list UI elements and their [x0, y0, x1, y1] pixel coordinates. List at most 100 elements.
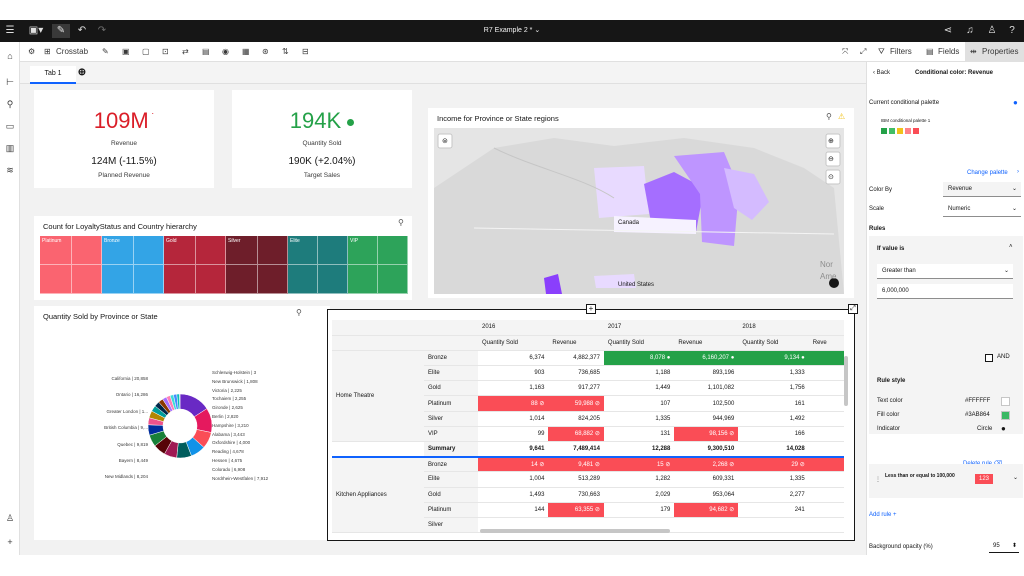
measure-header[interactable]: Quantity Sold: [478, 335, 549, 351]
cell[interactable]: 8,078 ●: [603, 350, 675, 367]
cell[interactable]: 1,493: [478, 487, 549, 503]
cell[interactable]: 2,268 ⊘: [674, 456, 739, 473]
year-header[interactable]: 2016: [478, 320, 604, 336]
cell[interactable]: 29 ⊘: [738, 456, 809, 473]
cell[interactable]: 1,004: [478, 471, 549, 488]
pin-icon[interactable]: ⚲: [398, 218, 404, 227]
stepper-icon[interactable]: ⬍: [1011, 543, 1017, 549]
vertical-scrollbar[interactable]: [844, 356, 848, 406]
filters-button[interactable]: Filters: [890, 47, 912, 56]
fields-button[interactable]: Fields: [938, 47, 960, 56]
cell[interactable]: 944,969: [674, 411, 739, 427]
treemap-cell[interactable]: [318, 236, 348, 265]
calc-icon[interactable]: ▦: [242, 47, 250, 56]
cell[interactable]: 1,449: [603, 380, 675, 397]
cell[interactable]: 736,685: [548, 365, 604, 382]
treemap-area[interactable]: Platinum Bronze Gold Silver Elite: [40, 236, 408, 294]
chart-icon[interactable]: ▥: [5, 143, 15, 153]
group-icon[interactable]: ⊡: [162, 47, 169, 56]
pin-icon[interactable]: ⚲: [826, 112, 832, 121]
row-label[interactable]: Platinum: [424, 395, 478, 412]
layers-icon[interactable]: ≋: [6, 165, 14, 175]
focus-icon[interactable]: ⤧: [842, 47, 849, 56]
notification-icon[interactable]: ♫: [966, 25, 974, 36]
cell[interactable]: 1,335: [603, 411, 675, 427]
treemap-cell[interactable]: VIP: [348, 236, 378, 265]
maximize-icon[interactable]: ⤢: [848, 304, 858, 314]
home-icon[interactable]: ⌂: [7, 51, 13, 61]
cell[interactable]: 513,289: [548, 471, 604, 488]
cell[interactable]: 903: [478, 365, 549, 382]
cell[interactable]: 824,205: [548, 411, 604, 427]
help-icon[interactable]: ?: [1009, 25, 1015, 36]
measure-header[interactable]: Reve: [808, 335, 844, 351]
drag-handle-icon[interactable]: ⋮: [875, 477, 881, 483]
app-title[interactable]: R7 Example 2 * ⌄: [483, 27, 541, 34]
brush-icon[interactable]: ✎: [102, 47, 109, 56]
treemap-cell[interactable]: [226, 265, 258, 294]
cell[interactable]: 6,374: [478, 350, 549, 367]
add-tab-icon[interactable]: ⊕: [77, 67, 87, 78]
cell[interactable]: 107: [603, 395, 675, 412]
cell[interactable]: 1,014: [478, 411, 549, 427]
change-palette-link[interactable]: Change palette: [967, 170, 1008, 176]
edit-icon[interactable]: ✎: [52, 24, 70, 38]
expand-icon[interactable]: ⤢: [860, 47, 867, 56]
row-label[interactable]: Gold: [424, 487, 478, 503]
cell[interactable]: 63,355 ⊘: [548, 502, 604, 518]
year-header[interactable]: 2018: [738, 320, 844, 336]
measure-header[interactable]: Quantity Sold: [603, 335, 675, 351]
treemap-cell[interactable]: [40, 265, 72, 294]
scale-select[interactable]: Numeric ⌄: [943, 202, 1021, 217]
cell[interactable]: 9,641: [478, 441, 549, 458]
cell[interactable]: 1,333: [738, 365, 809, 382]
treemap-cell[interactable]: [164, 265, 196, 294]
user-icon[interactable]: ♙: [987, 25, 997, 36]
zoom-reset-icon[interactable]: ⊙: [828, 174, 834, 181]
treemap-cell[interactable]: [378, 265, 408, 294]
cell[interactable]: 9,300,510: [674, 441, 739, 458]
chevron-down-icon[interactable]: ⌄: [1013, 475, 1019, 481]
share-icon[interactable]: ⋖: [943, 25, 953, 36]
measure-header[interactable]: Revenue: [674, 335, 739, 351]
treemap-cell[interactable]: [378, 236, 408, 265]
treemap-cell[interactable]: Silver: [226, 236, 258, 265]
cell[interactable]: 2,029: [603, 487, 675, 503]
swap-icon[interactable]: ⇄: [182, 47, 189, 56]
row-label[interactable]: Elite: [424, 365, 478, 382]
treemap-cell[interactable]: Platinum: [40, 236, 72, 265]
row-label[interactable]: Platinum: [424, 502, 478, 518]
row-label[interactable]: Bronze: [424, 350, 478, 367]
row-group-label[interactable]: Kitchen Appliances: [332, 456, 424, 534]
cell[interactable]: 166: [738, 426, 809, 443]
treemap-cell[interactable]: Bronze: [102, 236, 134, 265]
circle-indicator-icon[interactable]: ●: [1001, 424, 1006, 433]
cell[interactable]: 2,277: [738, 487, 809, 503]
tab-1[interactable]: Tab 1: [30, 66, 76, 84]
palette-preview[interactable]: IBM conditional palette 1: [875, 114, 995, 158]
cell[interactable]: 6,160,207 ●: [674, 350, 739, 367]
row-label[interactable]: Silver: [424, 517, 478, 534]
chevron-up-icon[interactable]: ˄: [1009, 244, 1013, 250]
condition-select[interactable]: Greater than ⌄: [877, 264, 1013, 279]
treemap-cell[interactable]: [72, 236, 102, 265]
cell[interactable]: 131: [603, 426, 675, 443]
treemap-cell[interactable]: [102, 265, 134, 294]
kpi-revenue-card[interactable]: 109M · Revenue 124M (-11.5%) Planned Rev…: [34, 90, 214, 188]
eye-icon[interactable]: ◉: [222, 47, 229, 56]
cell[interactable]: 99: [478, 426, 549, 443]
zoom-out-icon[interactable]: ⊖: [828, 156, 834, 163]
treemap-cell[interactable]: [134, 236, 164, 265]
cell[interactable]: 7,489,414: [548, 441, 604, 458]
cell[interactable]: 1,101,082: [674, 380, 739, 397]
cell[interactable]: 15 ⊘: [603, 456, 675, 473]
settings-icon[interactable]: ⚙: [28, 47, 36, 56]
treemap-cell[interactable]: [348, 265, 378, 294]
crosstab-card[interactable]: + ⤢ 2016 2017 2018 Quantity Sold Revenue…: [327, 304, 858, 541]
row-label[interactable]: Silver: [424, 411, 478, 427]
back-button[interactable]: ‹ Back: [873, 70, 891, 76]
measure-header[interactable]: Quantity Sold: [738, 335, 809, 351]
duplicate-icon[interactable]: ▢: [142, 47, 150, 56]
zoom-in-icon[interactable]: ⊕: [828, 138, 834, 145]
row-label[interactable]: Elite: [424, 471, 478, 488]
